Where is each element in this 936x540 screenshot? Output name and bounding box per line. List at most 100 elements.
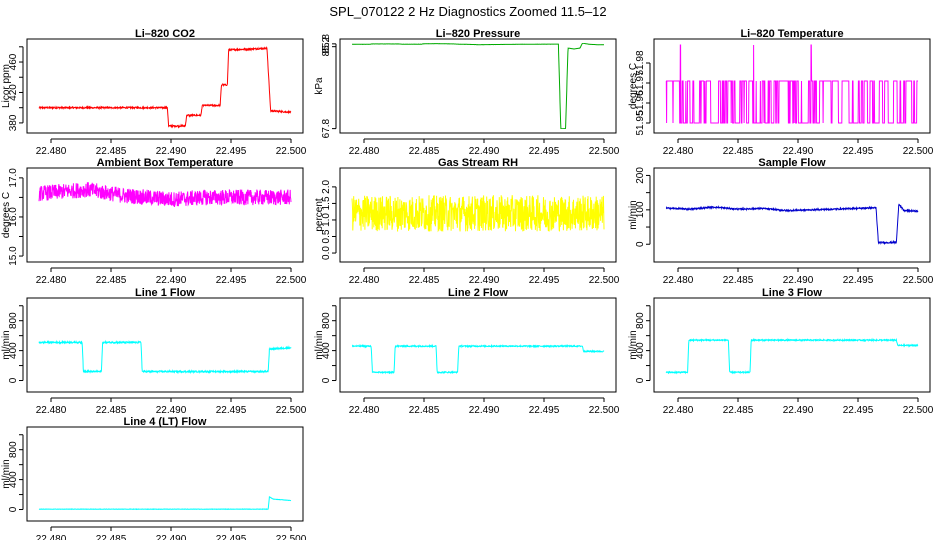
x-tick-label: 22.480 [36,534,67,540]
x-tick-label: 22.490 [156,275,187,286]
x-tick-label: 22.485 [723,146,754,157]
x-tick-label: 22.480 [663,275,694,286]
x-tick-label: 22.485 [723,405,754,416]
chart-panel: Line 4 (LT) Flow ml/min 22.480 22.485 22.490… [1,416,307,540]
chart-panel: Gas Stream RH percent 22.480 22.485 22.490 22… [314,157,620,286]
y-tick-label: 51.98 [635,50,646,75]
plot-frame [339,38,617,134]
plot-frame [26,167,304,263]
plot-frame [339,167,617,263]
plot-title: Line 2 Flow [448,287,508,299]
x-tick-label: 22.485 [409,275,440,286]
series-line [38,46,292,129]
y-tick-label: 15.0 [8,246,19,266]
series-line [665,337,919,375]
y-tick-label: 16.0 [8,207,19,227]
plot-title: Line 3 Flow [762,287,822,299]
x-tick-label: 22.480 [36,146,67,157]
x-tick-label: 22.490 [156,534,187,540]
x-tick-label: 22.495 [216,275,247,286]
chart-panel: Sample Flow ml/min 22.480 22.485 22.490 22.49… [628,157,934,286]
x-tick-label: 22.485 [409,405,440,416]
plot-title: Line 1 Flow [135,287,195,299]
y-tick-label: 800 [8,441,19,458]
plot-title: Li–820 CO2 [135,28,195,40]
chart-panel: Line 2 Flow ml/min 22.480 22.485 22.490 22.49… [314,287,620,416]
x-tick-label: 22.485 [96,146,127,157]
x-tick-label: 22.480 [349,275,380,286]
y-axis-label: percent [314,198,325,232]
y-axis-label: ml/min [1,330,12,359]
y-tick-label: 200 [635,167,646,184]
chart-panel: Li–820 Pressure kPa 22.480 22.485 22.490 22.4… [314,28,620,157]
y-tick-label: 51.97 [635,70,646,95]
y-tick-label: 0 [635,377,646,383]
series-line [38,339,292,375]
x-tick-label: 22.495 [216,534,247,540]
x-tick-label: 22.480 [663,146,694,157]
x-tick-label: 22.500 [903,275,934,286]
x-tick-label: 22.480 [663,405,694,416]
x-tick-label: 22.485 [723,275,754,286]
chart-panel: Li–820 Temperature degrees C 22.480 22.485 2… [628,28,934,157]
x-tick-label: 22.480 [349,146,380,157]
plot-frame [653,167,931,263]
y-tick-label: 0 [635,241,646,247]
y-axis-label: degrees C [1,192,12,238]
series-line [665,44,918,124]
y-tick-label: 51.96 [635,90,646,115]
y-tick-label: 1.5 [321,196,332,210]
y-tick-label: 0 [8,506,19,512]
x-tick-label: 22.480 [36,275,67,286]
y-axis-label: ml/min [628,330,639,359]
chart-panel: Line 3 Flow ml/min 22.480 22.485 22.490 22.49… [628,287,934,416]
x-tick-label: 22.490 [469,146,500,157]
y-tick-label: 400 [8,471,19,488]
series-line [351,343,605,375]
y-tick-label: 17.0 [8,168,19,188]
y-tick-label: 800 [321,312,332,329]
x-tick-label: 22.500 [276,146,307,157]
x-tick-label: 22.495 [529,405,560,416]
x-tick-label: 22.490 [469,275,500,286]
x-tick-label: 22.490 [783,146,814,157]
series-line [38,182,292,207]
y-tick-label: 420 [8,84,19,101]
y-tick-label: 800 [8,312,19,329]
y-axis-label: ml/min [314,330,325,359]
plot-title: Ambient Box Temperature [97,157,234,169]
y-tick-label: 67.8 [321,118,332,138]
y-axis-label: ml/min [628,200,639,229]
y-axis-label: kPa [314,77,325,95]
plot-frame [26,297,304,393]
chart-panel: Line 1 Flow ml/min 22.480 22.485 22.490 22.49… [1,287,307,416]
series-line [38,496,292,511]
x-tick-label: 22.500 [589,146,620,157]
plot-title: Li–820 Pressure [436,28,520,40]
x-tick-label: 22.500 [903,146,934,157]
series-line [665,203,919,246]
plot-frame [653,38,931,134]
chart-panel: Ambient Box Temperature degrees C 22.480 22… [1,157,307,286]
plot-title: Line 4 (LT) Flow [124,416,207,428]
x-tick-label: 22.495 [843,405,874,416]
x-tick-label: 22.495 [529,146,560,157]
plot-frame [339,297,617,393]
x-tick-label: 22.485 [409,146,440,157]
plot-frame [26,426,304,522]
y-tick-label: 0.5 [321,229,332,243]
figure-title: SPL_070122 2 Hz Diagnostics Zoomed 11.5–… [329,4,607,19]
x-tick-label: 22.495 [843,275,874,286]
series-line [352,43,604,129]
y-axis-label: Licor ppm [1,64,12,108]
plot-title: Gas Stream RH [438,157,518,169]
plot-title: Sample Flow [758,157,826,169]
y-axis-label: degrees C [628,63,639,109]
x-tick-label: 22.485 [96,534,127,540]
y-tick-label: 0 [321,377,332,383]
plot-frame [653,297,931,393]
x-tick-label: 22.495 [216,146,247,157]
y-tick-label: 400 [321,342,332,359]
y-tick-label: 1.0 [321,213,332,227]
